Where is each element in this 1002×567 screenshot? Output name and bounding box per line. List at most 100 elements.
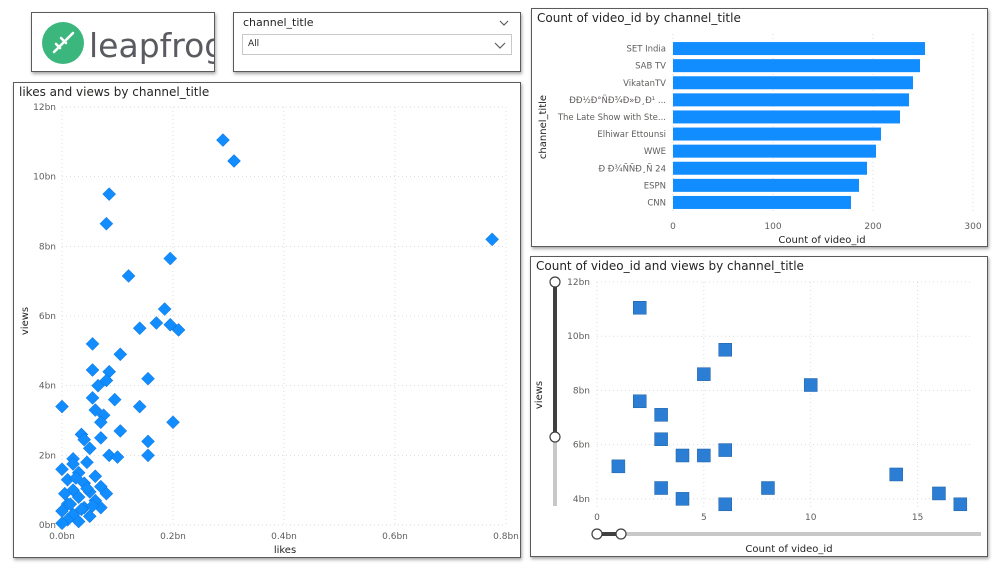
count-views-scatter-chart: 0 5 10 15 4bn 6bn 8bn 10bn 12bn Count of video_i… bbox=[534, 276, 981, 555]
bar[interactable] bbox=[673, 127, 881, 141]
leapfrog-logo-text: leapfrog bbox=[89, 26, 214, 65]
scatter-point[interactable] bbox=[132, 399, 147, 414]
y-tick-label: 10bn bbox=[567, 332, 590, 342]
scatter-point[interactable] bbox=[88, 403, 103, 417]
scatter-point[interactable] bbox=[141, 371, 155, 386]
scatter-point[interactable] bbox=[71, 490, 86, 504]
scatter-point[interactable] bbox=[99, 216, 114, 231]
scatter-point[interactable] bbox=[66, 457, 80, 471]
x-tick-label: 0 bbox=[670, 222, 676, 232]
scatter-point[interactable] bbox=[632, 301, 647, 315]
scatter-point[interactable] bbox=[163, 317, 178, 332]
slicer-dropdown[interactable]: All bbox=[242, 34, 512, 55]
scatter-point[interactable] bbox=[654, 408, 668, 422]
scatter-point[interactable] bbox=[63, 497, 78, 511]
chart-title: likes and views by channel_title bbox=[19, 85, 210, 99]
scatter-point[interactable] bbox=[611, 459, 626, 474]
scatter-point[interactable] bbox=[718, 443, 732, 457]
scatter-point[interactable] bbox=[121, 269, 136, 283]
scatter-point[interactable] bbox=[110, 450, 125, 464]
category-label: CNN bbox=[647, 198, 666, 208]
bar[interactable] bbox=[673, 76, 913, 90]
scatter-point[interactable] bbox=[82, 509, 97, 524]
bar[interactable] bbox=[673, 110, 900, 124]
bar[interactable] bbox=[673, 42, 925, 56]
scatter-point[interactable] bbox=[141, 434, 155, 449]
y-tick-label: 12bn bbox=[567, 278, 590, 288]
scatter-point[interactable] bbox=[889, 467, 903, 482]
scatter-point[interactable] bbox=[654, 481, 668, 495]
bar[interactable] bbox=[673, 93, 909, 107]
scatter-point[interactable] bbox=[718, 343, 732, 357]
scatter-point[interactable] bbox=[99, 486, 114, 501]
scatter-point[interactable] bbox=[102, 187, 117, 201]
scatter-point[interactable] bbox=[697, 367, 711, 381]
chart-title: Count of video_id by channel_title bbox=[537, 11, 741, 25]
y-zoom-slider[interactable] bbox=[549, 276, 561, 506]
y-tick-label: 10bn bbox=[33, 173, 56, 183]
scatter-point[interactable] bbox=[55, 516, 69, 531]
y-tick-label: 8bn bbox=[39, 242, 56, 252]
scatter-point[interactable] bbox=[675, 492, 690, 506]
scatter-point[interactable] bbox=[113, 347, 128, 362]
scatter-point[interactable] bbox=[216, 133, 230, 147]
scatter-point[interactable] bbox=[803, 378, 818, 392]
scatter-point[interactable] bbox=[85, 337, 100, 351]
scatter-point[interactable] bbox=[55, 462, 69, 477]
scatter-point[interactable] bbox=[91, 378, 105, 393]
scatter-point[interactable] bbox=[132, 321, 147, 336]
bar[interactable] bbox=[673, 144, 876, 158]
scatter-point[interactable] bbox=[654, 432, 668, 446]
scatter-point[interactable] bbox=[88, 469, 103, 484]
scatter-point[interactable] bbox=[113, 424, 128, 438]
scatter-point[interactable] bbox=[485, 232, 499, 247]
scatter-point[interactable] bbox=[163, 251, 178, 266]
scatter-point[interactable] bbox=[171, 323, 186, 337]
scatter-point[interactable] bbox=[85, 498, 100, 513]
scatter-point[interactable] bbox=[85, 363, 100, 377]
scatter-point[interactable] bbox=[71, 514, 86, 529]
scatter-point[interactable] bbox=[697, 448, 711, 463]
scatter-point[interactable] bbox=[157, 302, 172, 316]
scatter-point[interactable] bbox=[141, 448, 155, 463]
scatter-point[interactable] bbox=[227, 154, 241, 168]
bar[interactable] bbox=[673, 178, 859, 192]
scatter-point[interactable] bbox=[82, 441, 97, 456]
scatter-point[interactable] bbox=[107, 392, 122, 407]
bar[interactable] bbox=[673, 195, 851, 209]
scatter-point[interactable] bbox=[93, 431, 108, 445]
scatter-point[interactable] bbox=[149, 316, 164, 330]
count-views-scatter-card: Count of video_id and views by channel_t… bbox=[530, 256, 988, 557]
scatter-point[interactable] bbox=[85, 391, 100, 405]
bar[interactable] bbox=[673, 59, 920, 73]
scatter-point[interactable] bbox=[632, 394, 647, 409]
x-zoom-handle-right[interactable] bbox=[615, 528, 627, 540]
scatter-point[interactable] bbox=[77, 432, 92, 447]
scatter-point[interactable] bbox=[675, 448, 690, 463]
x-zoom-handle-left[interactable] bbox=[591, 528, 603, 540]
y-zoom-handle-bottom[interactable] bbox=[549, 431, 561, 443]
scatter-point[interactable] bbox=[80, 481, 94, 496]
likes-views-scatter-card: likes and views by channel_title 0.0bn 0.… bbox=[13, 82, 521, 558]
scatter-point[interactable] bbox=[93, 415, 108, 430]
y-tick-label: 4bn bbox=[39, 382, 56, 392]
x-zoom-slider[interactable] bbox=[591, 528, 981, 540]
logo-card: leapfrog bbox=[31, 12, 225, 72]
x-tick-label: 10 bbox=[805, 513, 817, 523]
x-tick-label: 0.4bn bbox=[271, 532, 297, 542]
chevron-down-icon[interactable] bbox=[497, 16, 511, 30]
y-tick-label: 6bn bbox=[573, 441, 590, 451]
scatter-point[interactable] bbox=[166, 415, 180, 430]
scatter-point[interactable] bbox=[80, 455, 94, 470]
scatter-point[interactable] bbox=[74, 502, 89, 517]
x-axis-label: likes bbox=[274, 545, 296, 556]
y-zoom-handle-top[interactable] bbox=[549, 276, 561, 288]
bar[interactable] bbox=[673, 161, 867, 175]
scatter-point[interactable] bbox=[55, 399, 69, 414]
scatter-point[interactable] bbox=[69, 471, 83, 485]
scatter-point[interactable] bbox=[99, 373, 114, 388]
scatter-point[interactable] bbox=[953, 497, 968, 512]
scatter-point[interactable] bbox=[932, 486, 946, 501]
scatter-point[interactable] bbox=[718, 497, 732, 512]
scatter-point[interactable] bbox=[761, 481, 775, 495]
